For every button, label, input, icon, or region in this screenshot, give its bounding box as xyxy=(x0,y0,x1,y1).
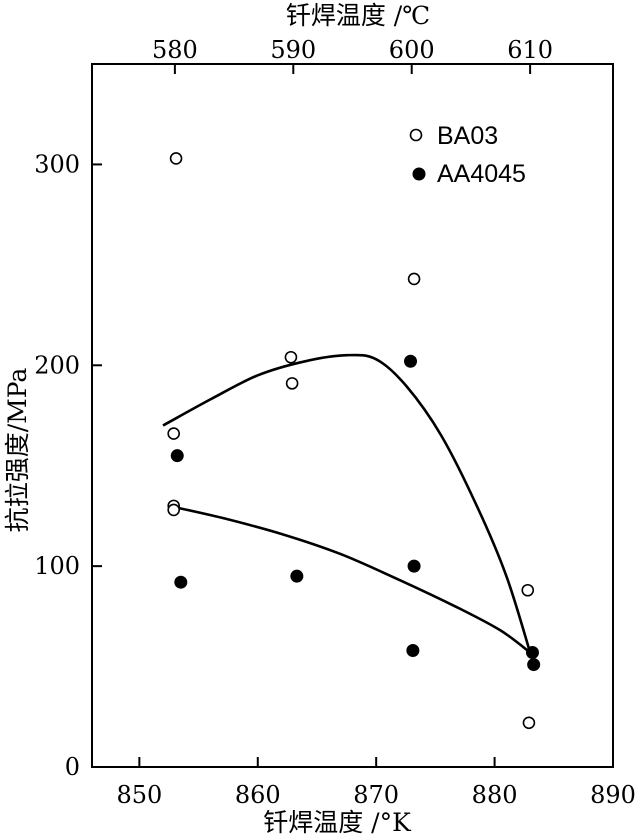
x-tick-label: 850 xyxy=(116,781,162,809)
fit-curves xyxy=(162,353,532,654)
y-axis-title: 抗拉强度/MPa xyxy=(3,368,32,533)
x-tick-label: 890 xyxy=(590,781,636,809)
data-point-ba03 xyxy=(285,377,299,390)
data-point-ba03 xyxy=(521,583,535,597)
y-tick-label: 100 xyxy=(34,552,80,580)
data-point-ba03 xyxy=(284,350,298,364)
data-point-aa4045 xyxy=(407,559,421,573)
legend: BA03 AA4045 xyxy=(409,122,526,188)
data-point-aa4045 xyxy=(174,575,188,589)
data-points xyxy=(167,152,541,730)
axis-ticks: 850 860 870 880 890 580 590 600 610 0 100 200 300 xyxy=(34,36,636,809)
y-tick-label: 200 xyxy=(34,351,80,379)
data-point-aa4045 xyxy=(290,569,304,583)
data-point-aa4045 xyxy=(525,646,539,660)
x-tick-label: 870 xyxy=(353,781,399,809)
top-axis-title: 钎焊温度 /℃ xyxy=(286,1,430,30)
data-point-ba03 xyxy=(167,427,181,440)
y-tick-label: 300 xyxy=(34,150,80,178)
data-point-aa4045 xyxy=(527,658,541,672)
plot-frame xyxy=(91,63,614,768)
data-point-ba03 xyxy=(522,716,536,730)
y-tick-label: 0 xyxy=(65,753,80,781)
legend-label-ba03: BA03 xyxy=(437,122,498,150)
x-tick-label: 860 xyxy=(235,781,281,809)
data-point-aa4045 xyxy=(406,644,420,658)
legend-marker-aa4045 xyxy=(412,167,426,181)
fit-curve-aa4045 xyxy=(168,504,531,654)
x2-tick-label: 610 xyxy=(507,36,553,64)
data-point-aa4045 xyxy=(170,449,184,463)
data-point-ba03 xyxy=(407,272,421,286)
data-point-ba03 xyxy=(169,152,183,165)
x2-tick-label: 590 xyxy=(270,36,316,64)
data-point-aa4045 xyxy=(404,354,418,368)
fit-curve-ba03 xyxy=(162,353,532,653)
bottom-axis-title: 钎焊温度 /°K xyxy=(263,808,412,837)
data-point-ba03 xyxy=(167,503,181,517)
legend-marker-ba03 xyxy=(409,128,423,142)
x-tick-label: 880 xyxy=(472,781,518,809)
x2-tick-label: 580 xyxy=(152,36,198,64)
legend-label-aa4045: AA4045 xyxy=(437,160,526,188)
x2-tick-label: 600 xyxy=(389,36,435,64)
